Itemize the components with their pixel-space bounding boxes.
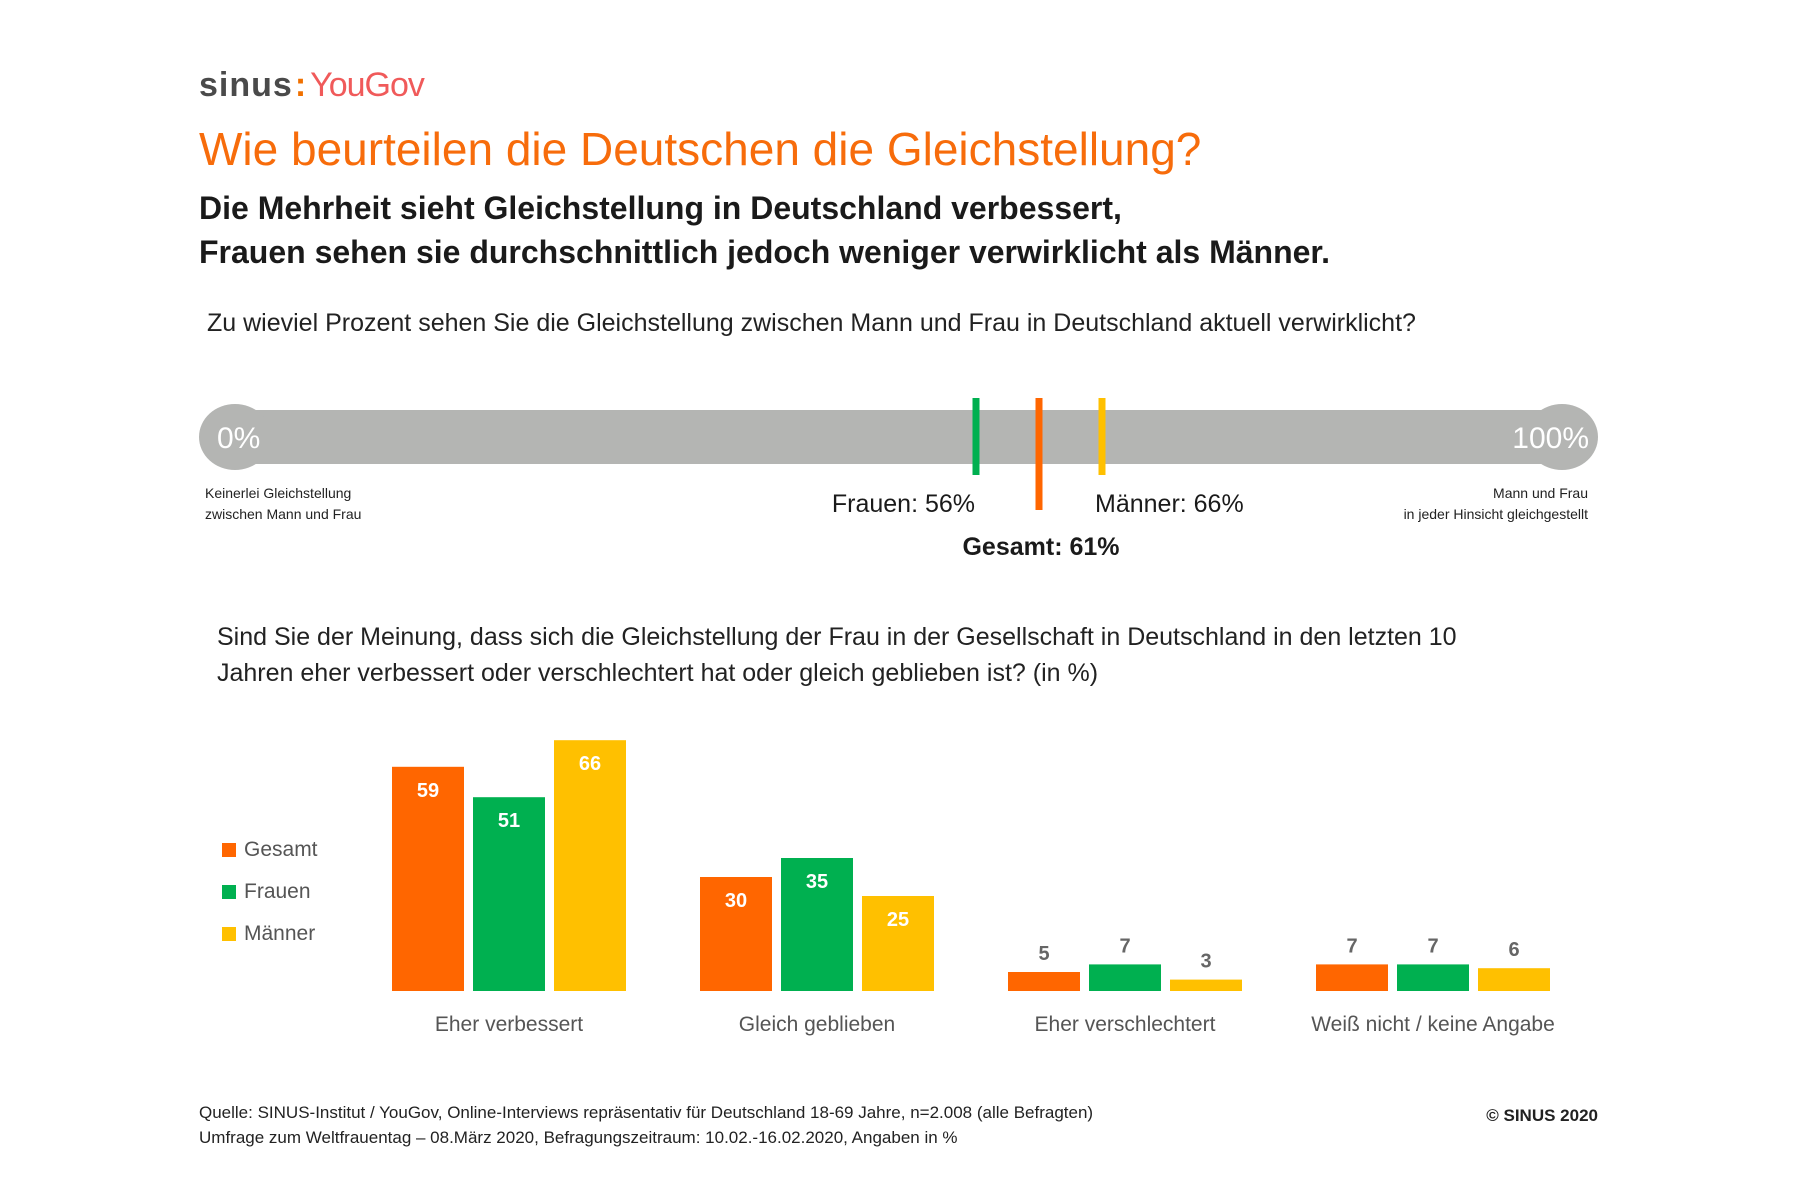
scale-max-description: Mann und Frau in jeder Hinsicht gleichge… — [1404, 483, 1588, 525]
bar-frauen — [473, 797, 545, 991]
category-label: Eher verschlechtert — [1035, 1013, 1216, 1036]
bar-value-label: 35 — [806, 871, 828, 893]
category-label: Gleich geblieben — [739, 1013, 895, 1036]
bar-gesamt — [1008, 972, 1080, 991]
bar-value-label: 5 — [1038, 943, 1049, 965]
category-label: Weiß nicht / keine Angabe — [1311, 1013, 1555, 1036]
sinus-yougov-logo: sinus: YouGov — [199, 66, 425, 104]
footer-source: Quelle: SINUS-Institut / YouGov, Online-… — [199, 1103, 1094, 1122]
category-label: Eher verbessert — [435, 1013, 583, 1036]
subtitle-line-1: Die Mehrheit sieht Gleichstellung in Deu… — [199, 190, 1122, 226]
scale-track: 0% 100% — [199, 404, 1598, 470]
max-desc-line: in jeder Hinsicht gleichgestellt — [1403, 506, 1588, 522]
bar-männer — [1478, 968, 1550, 991]
bar-value-label: 7 — [1119, 935, 1130, 957]
bar-value-label: 7 — [1346, 935, 1357, 957]
bar-männer — [1170, 979, 1242, 991]
bar-männer — [862, 896, 934, 991]
legend-swatch — [222, 843, 236, 857]
legend-label: Männer — [244, 922, 316, 945]
bar-question-line-1: Sind Sie der Meinung, dass sich die Glei… — [217, 623, 1457, 651]
bar-value-label: 6 — [1508, 939, 1519, 961]
frauen-marker-label: Frauen: 56% — [831, 490, 975, 518]
bar-question-line-2: Jahren eher verbessert oder verschlechte… — [217, 659, 1099, 687]
bar-frauen — [781, 858, 853, 991]
bar-value-label: 7 — [1427, 935, 1438, 957]
logo-sinus: sinus — [199, 66, 293, 104]
legend-gesamt: Gesamt — [222, 829, 318, 871]
bar-gesamt — [392, 766, 464, 991]
bar-value-label: 25 — [887, 909, 909, 931]
bar-value-label: 66 — [579, 753, 601, 775]
min-desc-line: Keinerlei Gleichstellung — [205, 485, 352, 501]
legend-swatch — [222, 885, 236, 899]
logo-yougov: YouGov — [310, 66, 425, 104]
legend-frauen: Frauen — [222, 871, 318, 913]
scale-min-description: Keinerlei Gleichstellung zwischen Mann u… — [205, 483, 361, 525]
page-title: Wie beurteilen die Deutschen die Gleichs… — [199, 123, 1202, 175]
legend: Gesamt Frauen Männer — [222, 829, 318, 955]
bar-value-label: 59 — [417, 780, 439, 802]
scale-question: Zu wieviel Prozent sehen Sie die Gleichs… — [207, 309, 1416, 337]
bar-value-label: 30 — [725, 890, 747, 912]
legend-label: Gesamt — [244, 838, 318, 861]
scale-max-label: 100% — [1512, 422, 1589, 455]
legend-maenner: Männer — [222, 913, 318, 955]
maenner-marker-label: Männer: 66% — [1095, 490, 1244, 518]
subtitle-line-2: Frauen sehen sie durchschnittlich jedoch… — [199, 234, 1330, 270]
footer-copyright: © SINUS 2020 — [1486, 1106, 1598, 1125]
bar-gesamt — [1316, 964, 1388, 991]
scale-min-label: 0% — [217, 422, 260, 455]
gesamt-marker-label: Gesamt: 61% — [962, 533, 1120, 561]
bar-frauen — [1089, 964, 1161, 991]
bar-gesamt — [700, 877, 772, 991]
footer-survey: Umfrage zum Weltfrauentag – 08.März 2020… — [199, 1128, 958, 1147]
legend-swatch — [222, 927, 236, 941]
bar-value-label: 51 — [498, 810, 520, 832]
max-desc-line: Mann und Frau — [1493, 485, 1588, 501]
min-desc-line: zwischen Mann und Frau — [205, 506, 362, 522]
bar-männer — [554, 740, 626, 991]
legend-label: Frauen — [244, 880, 311, 903]
bar-value-label: 3 — [1200, 951, 1211, 973]
bar-frauen — [1397, 964, 1469, 991]
